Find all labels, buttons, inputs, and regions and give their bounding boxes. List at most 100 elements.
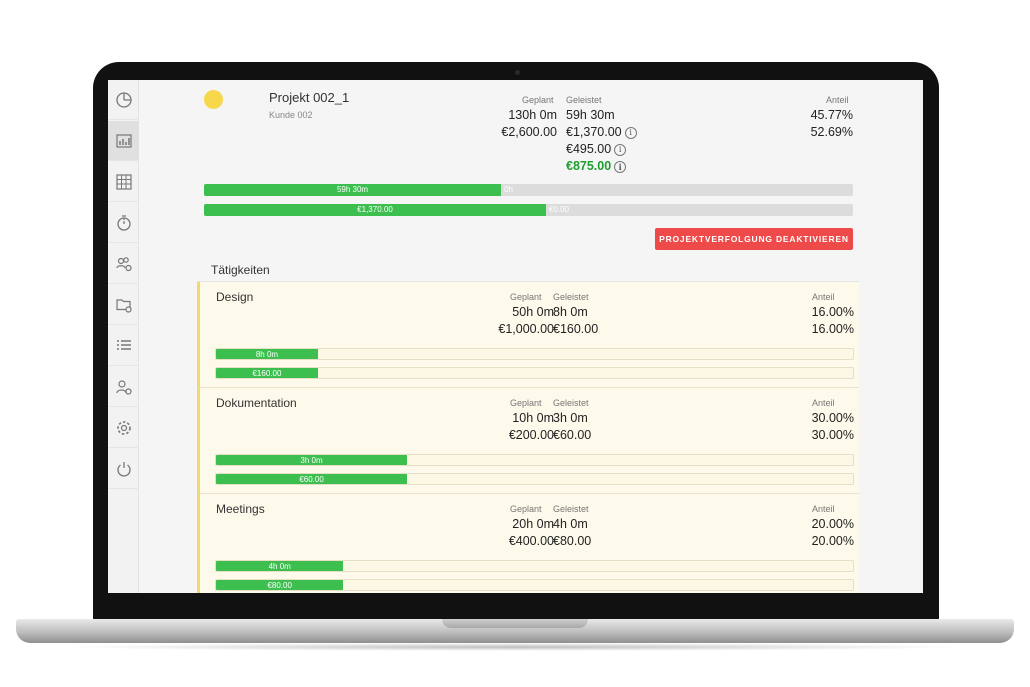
- info-icon[interactable]: i: [614, 143, 627, 156]
- share-label: Anteil: [812, 398, 835, 408]
- sidebar-item-logout[interactable]: [108, 449, 139, 489]
- sidebar: [108, 80, 139, 593]
- done-label: Geleistet: [566, 95, 602, 105]
- users-settings-icon: [115, 256, 132, 271]
- activities-header: Tätigkeiten: [197, 256, 859, 282]
- done-budget: €1,370.00: [566, 125, 622, 139]
- sidebar-item-timer[interactable]: [108, 203, 139, 243]
- done-budget: €160.00: [553, 322, 599, 336]
- activity-time-bar-fill: 4h 0m: [216, 561, 344, 571]
- planned-budget: €1,000.00: [498, 322, 554, 336]
- done-time: 3h 0m: [553, 411, 588, 425]
- activity-budget-bar: €60.00: [215, 473, 854, 485]
- planned-label: Geplant: [510, 504, 542, 514]
- done-time: 59h 30m: [566, 108, 615, 122]
- share-budget: 30.00%: [811, 428, 854, 442]
- share-budget: 52.69%: [810, 125, 853, 139]
- done-extra-row: €495.00 i: [566, 142, 627, 156]
- sidebar-item-users[interactable]: [108, 367, 139, 407]
- done-budget: €60.00: [553, 428, 592, 442]
- share-time: 45.77%: [810, 108, 853, 122]
- sidebar-item-table[interactable]: [108, 162, 139, 202]
- sidebar-item-settings[interactable]: [108, 408, 139, 448]
- done-budget-row: €1,370.00 i: [566, 125, 637, 139]
- done-budget: €80.00: [553, 534, 592, 548]
- activities-title: Tätigkeiten: [211, 263, 270, 277]
- activity-time-bar: 3h 0m: [215, 454, 854, 466]
- share-time: 16.00%: [811, 305, 854, 319]
- activity-card-meetings[interactable]: Meetings Geplant Geleistet Anteil 20h 0m…: [197, 494, 859, 593]
- project-time-bar-rest: 0h: [504, 185, 513, 194]
- planned-time: 50h 0m: [512, 305, 554, 319]
- activity-budget-bar-fill: €60.00: [216, 474, 408, 484]
- project-color-dot: [204, 90, 223, 109]
- grid-table-icon: [115, 173, 132, 190]
- activity-budget-bar-fill: €160.00: [216, 368, 318, 378]
- activity-budget-bar: €80.00: [215, 579, 854, 591]
- list-icon: [116, 339, 131, 350]
- activity-time-bar-fill: 3h 0m: [216, 455, 408, 465]
- done-extra: €495.00: [566, 142, 612, 156]
- done-green: €875.00: [566, 159, 612, 173]
- project-name: Projekt 002_1: [269, 90, 350, 105]
- folder-settings-icon: [115, 298, 132, 313]
- planned-time: 10h 0m: [512, 411, 554, 425]
- project-budget-bar-fill: €1,370.00: [204, 204, 546, 216]
- camera: [515, 70, 520, 75]
- project-client: Kunde 002: [269, 110, 313, 120]
- sidebar-item-teams[interactable]: [108, 244, 139, 284]
- planned-label: Geplant: [510, 292, 542, 302]
- laptop-shadow: [60, 643, 970, 651]
- user-settings-icon: [115, 379, 132, 395]
- share-time: 20.00%: [811, 517, 854, 531]
- app-screen: Projekt 002_1 Kunde 002 Geplant Geleiste…: [108, 80, 923, 593]
- gear-icon: [116, 420, 131, 435]
- done-label: Geleistet: [553, 292, 589, 302]
- activity-time-bar: 8h 0m: [215, 348, 854, 360]
- laptop-notch: [442, 619, 588, 628]
- info-icon[interactable]: i: [624, 126, 637, 139]
- done-label: Geleistet: [553, 398, 589, 408]
- activity-name: Design: [216, 290, 254, 304]
- bar-chart-icon: [115, 133, 132, 148]
- share-budget: 20.00%: [811, 534, 854, 548]
- activity-card-design[interactable]: Design Geplant Geleistet Anteil 50h 0m €…: [197, 282, 859, 388]
- stopwatch-icon: [116, 214, 131, 231]
- done-label: Geleistet: [553, 504, 589, 514]
- power-icon: [116, 461, 131, 476]
- planned-time: 20h 0m: [512, 517, 554, 531]
- pie-chart-icon: [115, 91, 132, 108]
- main-content: Projekt 002_1 Kunde 002 Geplant Geleiste…: [139, 80, 923, 593]
- planned-budget: €400.00: [508, 534, 554, 548]
- sidebar-item-dashboard[interactable]: [108, 80, 139, 120]
- activity-card-dokumentation[interactable]: Dokumentation Geplant Geleistet Anteil 1…: [197, 388, 859, 494]
- activity-time-bar: 4h 0m: [215, 560, 854, 572]
- share-time: 30.00%: [811, 411, 854, 425]
- done-time: 8h 0m: [553, 305, 588, 319]
- planned-label: Geplant: [510, 398, 542, 408]
- planned-label: Geplant: [522, 95, 554, 105]
- done-green-row: €875.00 i: [566, 159, 627, 173]
- planned-time: 130h 0m: [508, 108, 557, 122]
- share-label: Anteil: [812, 292, 835, 302]
- activity-name: Dokumentation: [216, 396, 297, 410]
- activity-name: Meetings: [216, 502, 265, 516]
- activity-budget-bar: €160.00: [215, 367, 854, 379]
- share-budget: 16.00%: [811, 322, 854, 336]
- planned-budget: €200.00: [508, 428, 554, 442]
- planned-budget: €2,600.00: [501, 125, 557, 139]
- project-budget-bar-rest: €0.00: [548, 205, 569, 214]
- share-label: Anteil: [826, 95, 849, 105]
- deactivate-tracking-button[interactable]: PROJEKTVERFOLGUNG DEAKTIVIEREN: [655, 228, 853, 250]
- project-time-bar: 59h 30m 0h: [204, 184, 853, 196]
- share-label: Anteil: [812, 504, 835, 514]
- done-time: 4h 0m: [553, 517, 588, 531]
- sidebar-item-projects[interactable]: [108, 285, 139, 325]
- project-time-bar-fill: 59h 30m: [204, 184, 502, 196]
- info-icon[interactable]: i: [614, 160, 627, 173]
- project-budget-bar: €1,370.00 €0.00: [204, 204, 853, 216]
- sidebar-item-reports[interactable]: [108, 121, 139, 161]
- activity-time-bar-fill: 8h 0m: [216, 349, 318, 359]
- activity-budget-bar-fill: €80.00: [216, 580, 344, 590]
- sidebar-item-list[interactable]: [108, 326, 139, 366]
